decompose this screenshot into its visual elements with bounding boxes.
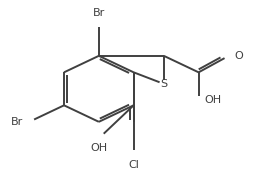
- Text: O: O: [235, 51, 243, 61]
- Text: S: S: [160, 79, 167, 89]
- Text: OH: OH: [90, 143, 107, 153]
- Text: Cl: Cl: [128, 160, 139, 170]
- Text: OH: OH: [204, 95, 222, 105]
- Text: Br: Br: [93, 8, 105, 18]
- Text: Br: Br: [11, 117, 23, 127]
